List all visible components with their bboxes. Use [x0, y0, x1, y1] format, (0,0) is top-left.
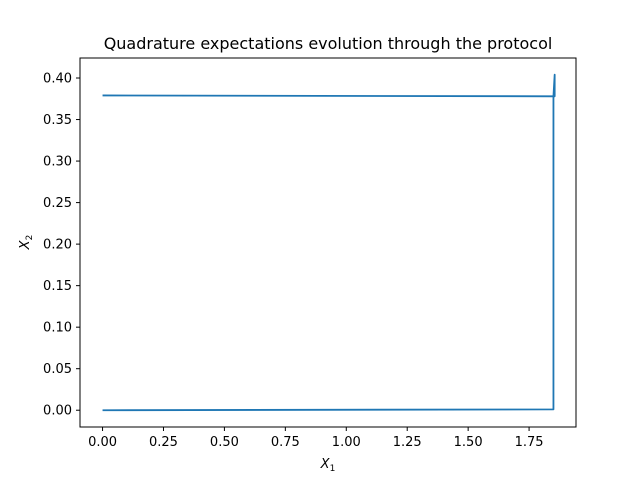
chart-title: Quadrature expectations evolution throug…: [104, 34, 553, 53]
y-tick-label: 0.10: [43, 321, 72, 336]
y-tick-label: 0.15: [43, 279, 72, 294]
y-tick-label: 0.40: [43, 72, 72, 87]
x-tick-label: 1.75: [515, 435, 544, 450]
x-tick-label: 0.50: [210, 435, 239, 450]
y-tick-label: 0.35: [43, 113, 72, 128]
x-axis-ticks: 0.00 0.25 0.50 0.75 1.00 1.25 1.50 1.75: [88, 427, 544, 450]
x-axis-label: X1: [320, 457, 336, 474]
x-tick-label: 1.00: [332, 435, 361, 450]
series-line: [102, 73, 556, 412]
y-axis-label: X2: [18, 235, 35, 251]
y-tick-label: 0.30: [43, 155, 72, 170]
y-tick-label: 0.05: [43, 362, 72, 377]
x-tick-label: 0.25: [149, 435, 178, 450]
y-axis-ticks: 0.00 0.05 0.10 0.15 0.20 0.25 0.30 0.35 0.40: [43, 72, 80, 419]
x-tick-label: 1.50: [454, 435, 483, 450]
y-tick-label: 0.25: [43, 196, 72, 211]
x-tick-label: 1.25: [393, 435, 422, 450]
y-tick-label: 0.00: [43, 404, 72, 419]
plot-area: [102, 73, 556, 412]
x-tick-label: 0.00: [88, 435, 117, 450]
y-tick-label: 0.20: [43, 238, 72, 253]
axes-frame: [79, 57, 577, 428]
x-tick-label: 0.75: [271, 435, 300, 450]
